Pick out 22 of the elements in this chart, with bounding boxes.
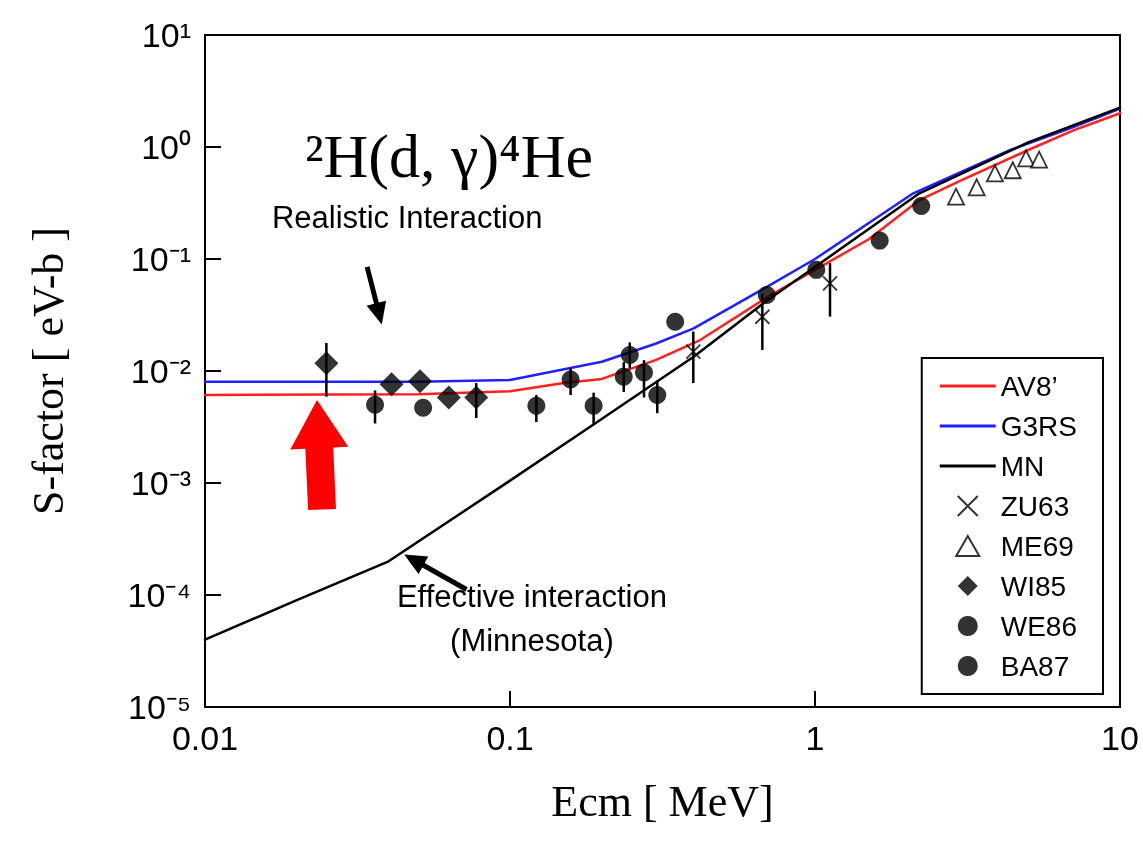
annotation: Realistic Interaction bbox=[271, 199, 543, 235]
legend-label: ZU63 bbox=[1000, 490, 1070, 522]
legend-label: G3RS bbox=[1000, 410, 1077, 442]
text: ²H(d, γ)⁴He bbox=[305, 122, 593, 191]
y-tick-label: 10⁻² bbox=[130, 352, 191, 390]
legend-label: MN bbox=[1000, 450, 1045, 482]
x-axis-title: Ecm [ MeV] bbox=[551, 776, 774, 826]
y-tick-label: 10⁰ bbox=[141, 128, 191, 166]
legend-label: ME69 bbox=[1000, 530, 1074, 562]
x-tick-label: 10 bbox=[1101, 719, 1139, 757]
legend-label: WE86 bbox=[1000, 610, 1077, 642]
legend-label: AV8’ bbox=[1000, 370, 1058, 402]
x-tick-label: 1 bbox=[805, 719, 825, 757]
legend-label: WI85 bbox=[1000, 570, 1067, 602]
y-tick-label: 10⁻³ bbox=[130, 464, 191, 502]
legend-label: BA87 bbox=[1000, 650, 1070, 682]
y-tick-label: 10¹ bbox=[141, 16, 191, 54]
y-axis-title: S-factor [ eV-b ] bbox=[23, 227, 73, 515]
y-tick-label: 10⁻⁴ bbox=[127, 576, 191, 614]
annotation: Effective interaction (Minnesota) bbox=[396, 579, 667, 659]
x-tick-label: 0.1 bbox=[486, 719, 534, 757]
y-tick-label: 10⁻¹ bbox=[130, 240, 191, 278]
